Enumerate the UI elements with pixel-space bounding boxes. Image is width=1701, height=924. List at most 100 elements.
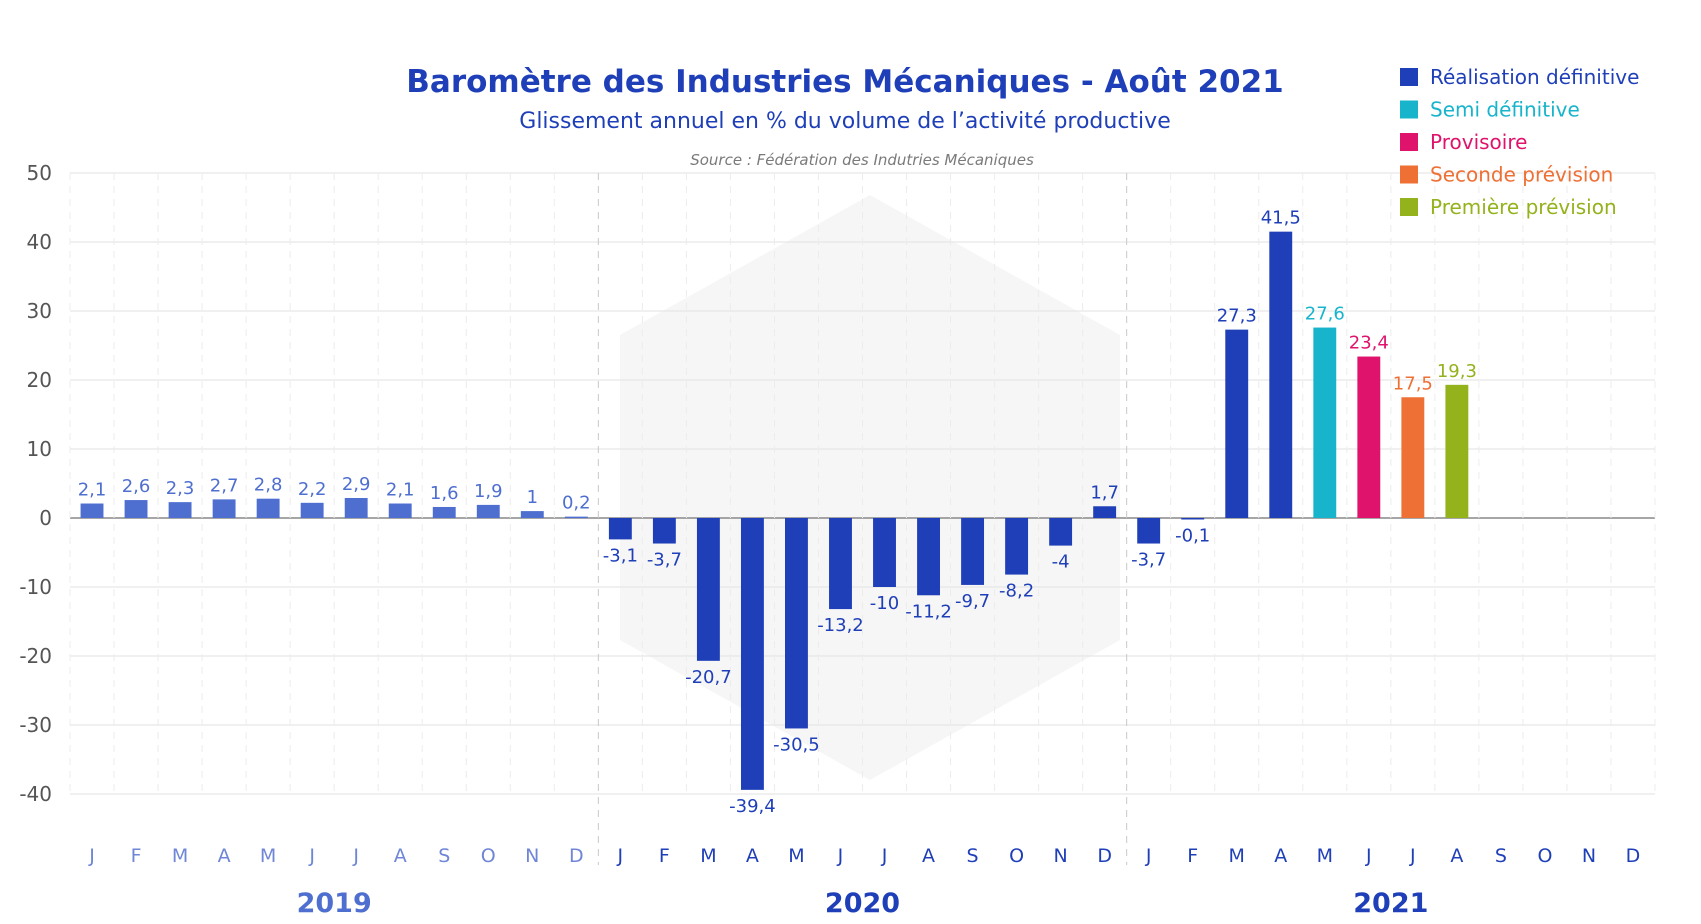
y-tick-label: 40 xyxy=(27,230,52,254)
data-label: 1,6 xyxy=(430,483,459,504)
x-tick-label: J xyxy=(352,845,359,867)
bars xyxy=(80,231,1469,790)
y-tick-label: 10 xyxy=(27,437,52,461)
x-tick-label: M xyxy=(788,845,804,867)
x-tick-label: M xyxy=(260,845,276,867)
x-tick-label: J xyxy=(88,845,95,867)
watermark-logo xyxy=(620,195,1120,780)
x-tick-label: S xyxy=(1495,845,1507,867)
bar xyxy=(1093,506,1117,518)
y-axis: 50 40 30 20 10 0 -10 -20 -30 -40 xyxy=(19,161,52,806)
bar xyxy=(608,518,632,540)
bar xyxy=(1313,327,1337,518)
data-label: -3,1 xyxy=(603,545,638,566)
bar xyxy=(740,518,764,790)
x-tick-label: J xyxy=(881,845,888,867)
bar xyxy=(520,511,544,518)
bar xyxy=(300,502,324,518)
bar xyxy=(917,518,940,596)
bar xyxy=(1137,518,1161,544)
legend-swatch xyxy=(1400,133,1418,151)
year-label: 2019 xyxy=(297,888,372,919)
bar xyxy=(1225,329,1249,518)
data-label: -3,7 xyxy=(647,550,682,571)
x-tick-label: F xyxy=(659,845,670,867)
bar xyxy=(1181,518,1205,520)
bar xyxy=(1049,518,1073,546)
bar xyxy=(256,498,280,518)
x-tick-label: J xyxy=(837,845,844,867)
data-label: 27,3 xyxy=(1217,306,1257,327)
data-label: 23,4 xyxy=(1349,333,1389,354)
data-label: -13,2 xyxy=(817,615,864,636)
y-tick-label: 0 xyxy=(39,506,52,530)
data-label: 2,6 xyxy=(122,476,151,497)
legend-swatch xyxy=(1400,68,1418,86)
data-label: 41,5 xyxy=(1261,208,1301,229)
x-tick-label: F xyxy=(131,845,142,867)
x-tick-label: A xyxy=(218,845,231,867)
bar xyxy=(388,503,412,518)
x-tick-label: A xyxy=(1450,845,1463,867)
data-label: 1,9 xyxy=(474,481,503,502)
x-tick-label: D xyxy=(569,845,584,867)
legend-label: Seconde prévision xyxy=(1430,163,1613,187)
x-tick-label: S xyxy=(438,845,450,867)
year-label: 2020 xyxy=(825,888,900,919)
bar xyxy=(785,518,808,729)
data-label: -8,2 xyxy=(999,581,1034,602)
year-label: 2021 xyxy=(1353,888,1428,919)
x-tick-label: A xyxy=(922,845,935,867)
bar xyxy=(873,518,896,587)
data-label: 2,2 xyxy=(298,479,327,500)
x-tick-label: D xyxy=(1626,845,1641,867)
x-tick-label: D xyxy=(1097,845,1112,867)
bar xyxy=(432,506,456,518)
legend-label: Provisoire xyxy=(1430,130,1527,154)
legend-swatch xyxy=(1400,100,1418,119)
data-label: 1,7 xyxy=(1090,482,1119,503)
legend-label: Première prévision xyxy=(1430,195,1617,219)
data-label: -39,4 xyxy=(729,796,776,817)
data-label: 2,1 xyxy=(78,480,107,501)
legend: Réalisation définitive Semi définitive Pro… xyxy=(1400,65,1639,219)
x-tick-label: M xyxy=(1317,845,1333,867)
bar xyxy=(829,518,852,610)
data-label: -10 xyxy=(870,593,899,614)
legend-label: Semi définitive xyxy=(1430,98,1580,122)
data-labels: 2,1 2,6 2,3 2,7 2,8 2,2 2,9 2,1 1,6 1,9 1 0,2 -3,1 -3… xyxy=(78,208,1477,817)
bar xyxy=(1005,518,1029,575)
x-tick-label: O xyxy=(1009,845,1024,867)
x-tick-label: A xyxy=(394,845,407,867)
bar xyxy=(1269,231,1293,518)
legend-swatch xyxy=(1400,165,1418,184)
bar xyxy=(652,518,676,544)
y-tick-label: 50 xyxy=(27,161,52,185)
data-label: 2,1 xyxy=(386,480,415,501)
data-label: -20,7 xyxy=(685,667,732,688)
data-label: 2,3 xyxy=(166,478,195,499)
data-label: -30,5 xyxy=(773,734,820,755)
bar xyxy=(961,518,985,585)
y-tick-label: -30 xyxy=(19,713,52,737)
y-tick-label: -10 xyxy=(19,575,52,599)
x-tick-label: M xyxy=(1229,845,1245,867)
bar xyxy=(168,502,192,518)
legend-swatch xyxy=(1400,198,1418,216)
x-tick-label: N xyxy=(1582,845,1596,867)
bar xyxy=(1357,356,1381,518)
x-tick-label: S xyxy=(967,845,979,867)
x-tick-label: M xyxy=(172,845,188,867)
y-tick-label: 20 xyxy=(27,368,52,392)
x-tick-label: N xyxy=(1054,845,1068,867)
data-label: -4 xyxy=(1052,552,1070,573)
x-tick-label: M xyxy=(700,845,716,867)
data-label: -3,7 xyxy=(1131,550,1166,571)
x-tick-label: O xyxy=(481,845,496,867)
bar xyxy=(344,497,368,518)
data-label: 19,3 xyxy=(1437,361,1477,382)
x-tick-label: A xyxy=(746,845,759,867)
x-tick-label: J xyxy=(1409,845,1416,867)
x-tick-label: F xyxy=(1187,845,1198,867)
